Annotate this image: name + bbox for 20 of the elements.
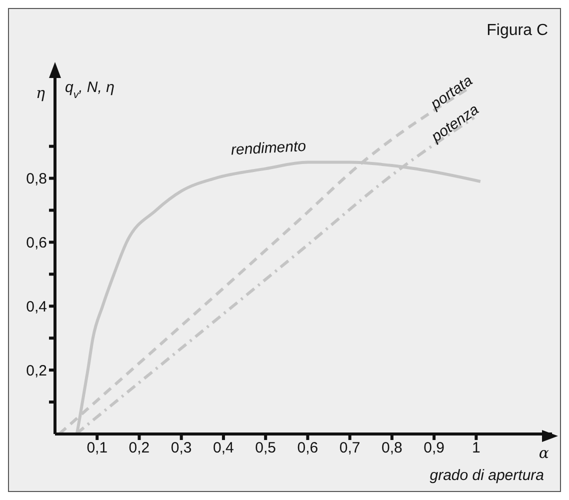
x-tick-label: 0,7 [339, 440, 360, 457]
x-tick-label: 0,1 [86, 440, 108, 457]
x-tick-label: 0,6 [297, 440, 318, 457]
x-tick-label: 0,8 [382, 440, 402, 457]
text: α [538, 444, 550, 462]
text: η [36, 84, 45, 102]
y-axis-title: q$_{v}$, N, η [65, 79, 114, 101]
x-axis-title: grado di apertura [430, 467, 544, 484]
y-tick-label: 0,4 [26, 298, 47, 316]
x-tick-label: 1 [472, 440, 480, 457]
y-tick-label: 0,2 [26, 362, 47, 380]
x-tick-label: 0,9 [424, 440, 444, 457]
x-tick-label: 0,3 [170, 440, 192, 457]
x-tick-label: 0,2 [128, 440, 150, 457]
x-tick-label: 0,5 [255, 440, 276, 457]
series-label: rendimento [230, 138, 306, 159]
chart-title: Figura C [486, 22, 548, 39]
y-tick-label: 0,8 [26, 170, 47, 188]
x-tick-label: 0,4 [213, 440, 234, 457]
y-tick-label: 0,6 [26, 234, 47, 252]
